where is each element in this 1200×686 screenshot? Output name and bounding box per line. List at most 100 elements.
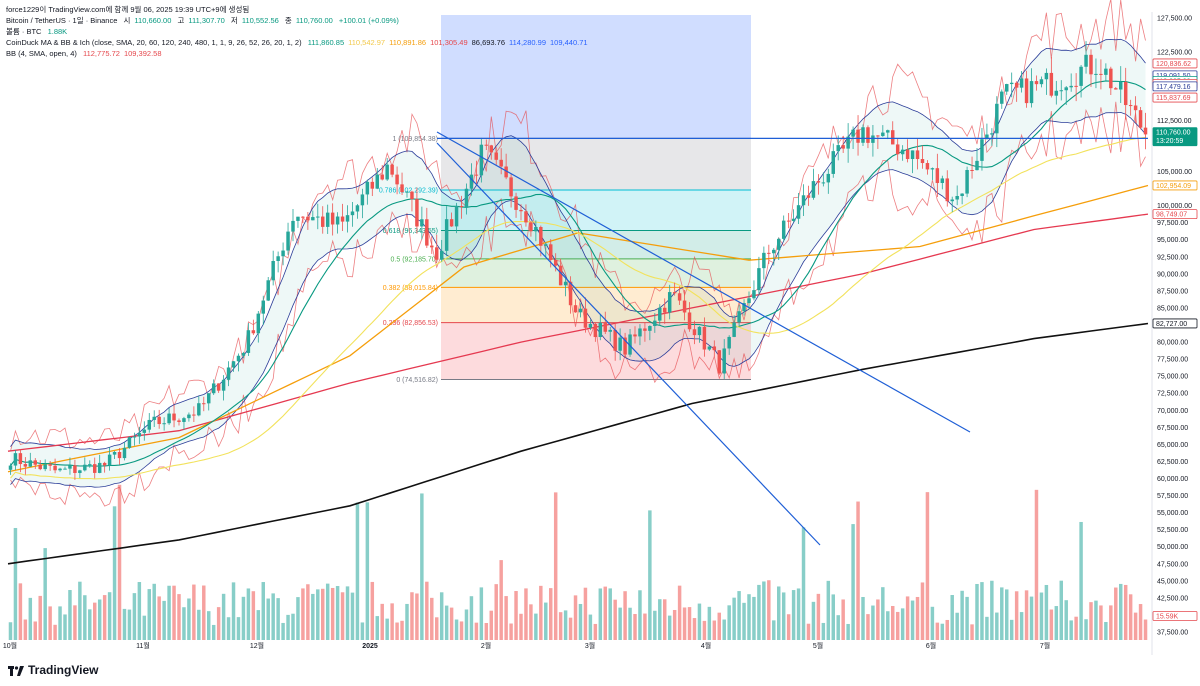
candle-body bbox=[593, 323, 598, 338]
candle-body bbox=[330, 212, 335, 225]
volume-bar bbox=[316, 589, 320, 640]
indicator1-value-1: 110,542.97 bbox=[348, 38, 386, 47]
descending-trendline-2[interactable] bbox=[436, 142, 821, 546]
candle-body bbox=[905, 149, 910, 160]
volume-bar bbox=[459, 621, 464, 640]
candle-body bbox=[182, 418, 186, 422]
candle-body bbox=[672, 292, 677, 294]
volume-bar bbox=[271, 593, 275, 640]
x-tick-label: 11월 bbox=[136, 641, 150, 650]
y-tick-label: 105,000.00 bbox=[1157, 169, 1192, 176]
candle-body bbox=[831, 151, 835, 174]
candle-body bbox=[1000, 91, 1004, 104]
candle-body bbox=[345, 215, 350, 222]
volume-bar bbox=[142, 615, 147, 640]
descending-trendline-1[interactable] bbox=[436, 131, 971, 433]
candle-body bbox=[53, 465, 57, 471]
volume-bar bbox=[380, 603, 384, 640]
candlesticks bbox=[8, 41, 1148, 480]
candle-body bbox=[603, 322, 607, 332]
volume-bar bbox=[1109, 605, 1113, 640]
candle-body bbox=[325, 212, 330, 227]
candle-body bbox=[980, 139, 984, 161]
volume-bar bbox=[514, 591, 518, 640]
volume-bar bbox=[871, 605, 875, 640]
candle-body bbox=[316, 216, 320, 218]
tradingview-logo[interactable]: TradingView bbox=[8, 663, 98, 677]
candle-body bbox=[985, 134, 989, 140]
ma-line-ma240 bbox=[7, 213, 1149, 452]
volume-bar bbox=[692, 618, 697, 640]
volume-bar bbox=[573, 595, 578, 640]
volume-bar bbox=[1000, 587, 1004, 640]
candle-body bbox=[935, 168, 940, 184]
candle-body bbox=[558, 265, 563, 286]
volume-bar bbox=[786, 614, 791, 640]
close-value: 110,760.00 bbox=[295, 16, 333, 25]
candle-body bbox=[757, 268, 761, 291]
candle-body bbox=[1143, 127, 1148, 135]
candle-body bbox=[1123, 81, 1128, 106]
candle-body bbox=[207, 393, 211, 404]
volume-bar bbox=[1084, 619, 1088, 640]
candle-body bbox=[1133, 105, 1138, 111]
volume-bar bbox=[1024, 590, 1029, 640]
volume-bar bbox=[1049, 609, 1054, 640]
volume-bar bbox=[603, 586, 607, 640]
volume-bar bbox=[53, 624, 57, 640]
volume-bar bbox=[851, 524, 855, 640]
trendlines[interactable] bbox=[436, 131, 1148, 546]
candle-body bbox=[821, 182, 826, 184]
candle-body bbox=[48, 464, 52, 466]
volume-bar bbox=[420, 493, 424, 640]
volume-bar bbox=[1034, 489, 1039, 640]
x-tick-label: 5월 bbox=[813, 641, 823, 650]
volume-bar bbox=[241, 596, 246, 640]
volume-bar bbox=[772, 620, 776, 640]
volume-bar bbox=[990, 580, 994, 640]
symbol-title[interactable]: Bitcoin / TetherUS · 1일 · Binance bbox=[6, 16, 118, 25]
candle-body bbox=[78, 470, 82, 473]
candle-body bbox=[127, 437, 132, 448]
candle-body bbox=[598, 322, 603, 338]
candle-body bbox=[568, 281, 573, 306]
volume-bar bbox=[1044, 584, 1049, 640]
volume-bar bbox=[1014, 591, 1019, 640]
open-value: 110,660.00 bbox=[134, 16, 172, 25]
candle-body bbox=[777, 238, 781, 250]
volume-bar bbox=[836, 615, 840, 640]
y-tick-label: 57,500.00 bbox=[1157, 493, 1188, 500]
indicator1-name[interactable]: CoinDuck MA & BB & Ich (close, SMA, 20, … bbox=[6, 38, 302, 47]
volume-bar bbox=[886, 611, 890, 640]
time-axis[interactable]: 10월 11월 12월 2025 2월 3월 4월 5월 6월 7월 bbox=[3, 641, 1050, 650]
candle-body bbox=[990, 133, 994, 135]
candle-body bbox=[415, 199, 419, 227]
volume-bar bbox=[667, 615, 672, 640]
volume-bar bbox=[752, 596, 756, 640]
volume-bar bbox=[965, 596, 969, 640]
volume-bar bbox=[1094, 600, 1098, 640]
volume-bar bbox=[355, 502, 360, 640]
volume-bar bbox=[365, 502, 370, 640]
volume-label[interactable]: 볼륨 · BTC bbox=[6, 27, 42, 36]
volume-bar bbox=[1054, 606, 1059, 640]
volume-bar bbox=[375, 616, 379, 640]
price-tag-box bbox=[1152, 611, 1198, 621]
candle-body bbox=[271, 260, 275, 281]
candle-body bbox=[1114, 88, 1118, 90]
candle-body bbox=[464, 188, 469, 207]
y-tick-label: 70,000.00 bbox=[1157, 408, 1188, 415]
volume-bar bbox=[722, 619, 726, 640]
volume-bar bbox=[1138, 604, 1143, 640]
candle-body bbox=[192, 414, 196, 416]
candle-body bbox=[355, 205, 360, 212]
y-tick-label: 87,500.00 bbox=[1157, 288, 1188, 295]
y-tick-label: 60,000.00 bbox=[1157, 476, 1188, 483]
candle-body bbox=[187, 414, 191, 419]
candle-body bbox=[1014, 82, 1019, 88]
indicator2-name[interactable]: BB (4, SMA, open, 4) bbox=[6, 49, 77, 58]
price-axis[interactable]: 127,500.00 122,500.00 112,500.00 105,000.00… bbox=[1151, 12, 1192, 655]
high-value: 111,307.70 bbox=[188, 16, 225, 25]
candle-body bbox=[960, 193, 964, 196]
